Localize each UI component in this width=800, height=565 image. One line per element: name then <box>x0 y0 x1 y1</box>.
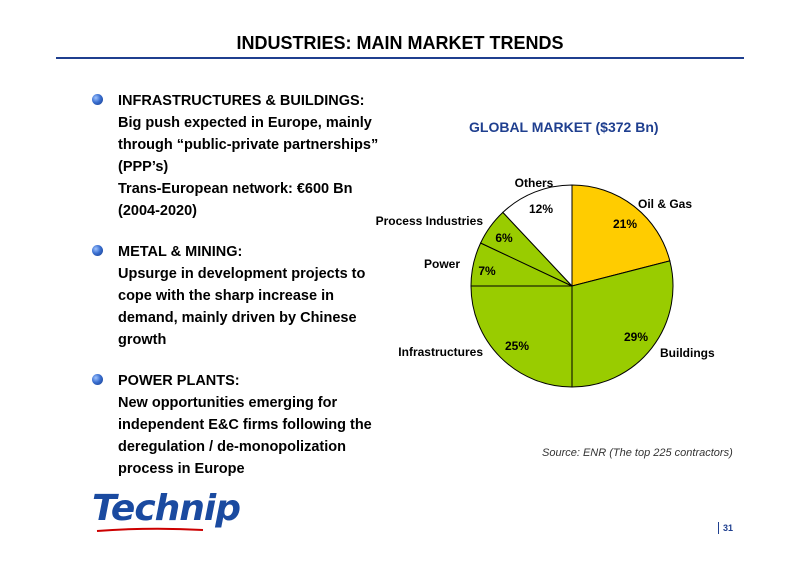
bullet-heading: METAL & MINING: <box>118 244 243 260</box>
chart-title: GLOBAL MARKET ($372 Bn) <box>469 119 659 135</box>
bullet-line: (2004-2020) <box>118 203 197 219</box>
bullet-line: Trans-European network: €600 Bn <box>118 181 353 197</box>
bullet-line: cope with the sharp increase in <box>118 288 334 304</box>
logo-swoosh-icon <box>96 527 204 532</box>
pie-value-label: 29% <box>624 330 648 344</box>
bullet-heading: INFRASTRUCTURES & BUILDINGS: <box>118 93 365 109</box>
pie-category-label: Others <box>515 176 554 190</box>
pie-slice-others <box>502 184 573 288</box>
source-note: Source: ENR (The top 225 contractors) <box>542 447 733 459</box>
pie-category-label: Infrastructures <box>398 345 483 359</box>
bullet-line: demand, mainly driven by Chinese <box>118 310 357 326</box>
bullet-infrastructure: INFRASTRUCTURES & BUILDINGS: Big push ex… <box>92 90 402 222</box>
bullet-line: through “public-private partnerships” <box>118 137 379 153</box>
pie-slice-buildings <box>571 260 674 388</box>
pie-value-label: 7% <box>478 264 496 278</box>
bullet-line: process in Europe <box>118 461 245 477</box>
bullet-icon <box>92 245 103 256</box>
pie-value-label: 21% <box>613 217 637 231</box>
bullet-metal-mining: METAL & MINING: Upsurge in development p… <box>92 241 402 351</box>
bullet-line: growth <box>118 332 167 348</box>
title-divider <box>56 57 744 59</box>
bullet-heading: POWER PLANTS: <box>118 373 240 389</box>
pie-category-label: Buildings <box>660 346 715 360</box>
bullet-line: New opportunities emerging for <box>118 395 338 411</box>
pie-category-label: Power <box>424 257 460 271</box>
bullet-line: Big push expected in Europe, mainly <box>118 115 372 131</box>
bullet-line: independent E&C firms following the <box>118 417 372 433</box>
pie-value-label: 6% <box>495 231 513 245</box>
page-title: INDUSTRIES: MAIN MARKET TRENDS <box>236 33 564 53</box>
technip-logo: Technip <box>92 488 241 529</box>
pie-category-label: Oil & Gas <box>638 197 692 211</box>
pie-value-label: 25% <box>505 339 529 353</box>
bullet-icon <box>92 374 103 385</box>
page-number: 31 <box>718 522 733 534</box>
bullet-list: INFRASTRUCTURES & BUILDINGS: Big push ex… <box>92 90 402 499</box>
pie-slice-oil-gas <box>571 184 671 287</box>
bullet-line: (PPP’s) <box>118 159 169 175</box>
pie-category-label: Process Industries <box>376 214 484 228</box>
pie-value-label: 12% <box>529 202 553 216</box>
bullet-power-plants: POWER PLANTS: New opportunities emerging… <box>92 370 402 480</box>
bullet-line: deregulation / de-monopolization <box>118 439 346 455</box>
bullet-line: Upsurge in development projects to <box>118 266 366 282</box>
pie-slice-infrastructures <box>470 285 573 388</box>
bullet-icon <box>92 94 103 105</box>
